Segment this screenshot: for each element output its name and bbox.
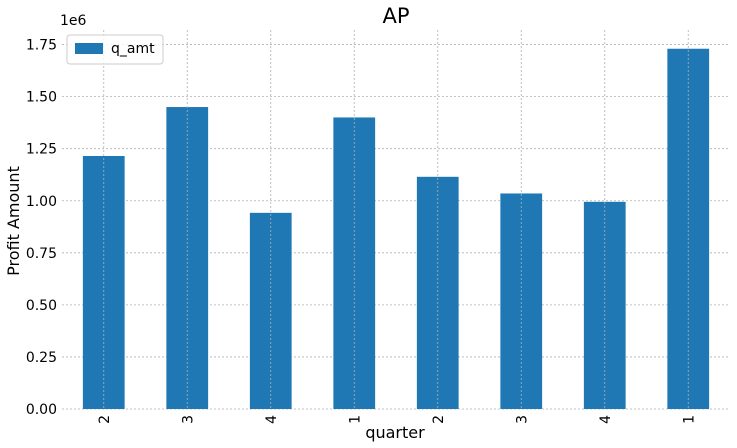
legend: q_amt <box>66 34 164 65</box>
y-tick-label: 1.50 <box>26 90 57 106</box>
legend-frame <box>66 34 164 65</box>
y-tick-label: 0.50 <box>26 298 57 314</box>
y-gridlines <box>62 44 730 410</box>
y-tick-label: 1.25 <box>26 142 57 158</box>
x-tick-label: 4 <box>598 415 614 424</box>
bar <box>500 193 543 409</box>
y-tick-label: 0.75 <box>26 246 57 262</box>
bar <box>583 201 626 409</box>
y-tick-label: 0.00 <box>26 402 57 418</box>
y-tick-labels: 0.00 0.25 0.50 0.75 1.00 1.25 1.50 1.75 <box>26 38 57 418</box>
legend-entry-q_amt: q_amt <box>111 41 155 57</box>
y-tick-label: 1.00 <box>26 194 57 210</box>
chart-title: AP <box>382 4 409 28</box>
x-tick-labels: 2 3 4 1 2 3 4 1 <box>97 415 698 424</box>
x-tick-label: 3 <box>180 415 196 424</box>
x-axis-label: quarter <box>365 423 425 442</box>
y-tick-label: 1.75 <box>26 38 57 54</box>
x-tick-label: 2 <box>431 415 447 424</box>
y-axis-label: Profit Amount <box>4 166 23 276</box>
x-tick-label: 3 <box>514 415 530 424</box>
x-gridlines <box>103 30 689 409</box>
y-offset-label: 1e6 <box>60 13 87 29</box>
bars <box>82 48 710 410</box>
y-tick-label: 0.25 <box>26 350 57 366</box>
bar <box>667 48 710 409</box>
x-tick-label: 4 <box>264 415 280 424</box>
legend-swatch <box>75 43 103 54</box>
x-tick-label: 2 <box>97 415 113 424</box>
x-tick-label: 1 <box>347 415 363 424</box>
x-tick-label: 1 <box>681 415 697 424</box>
